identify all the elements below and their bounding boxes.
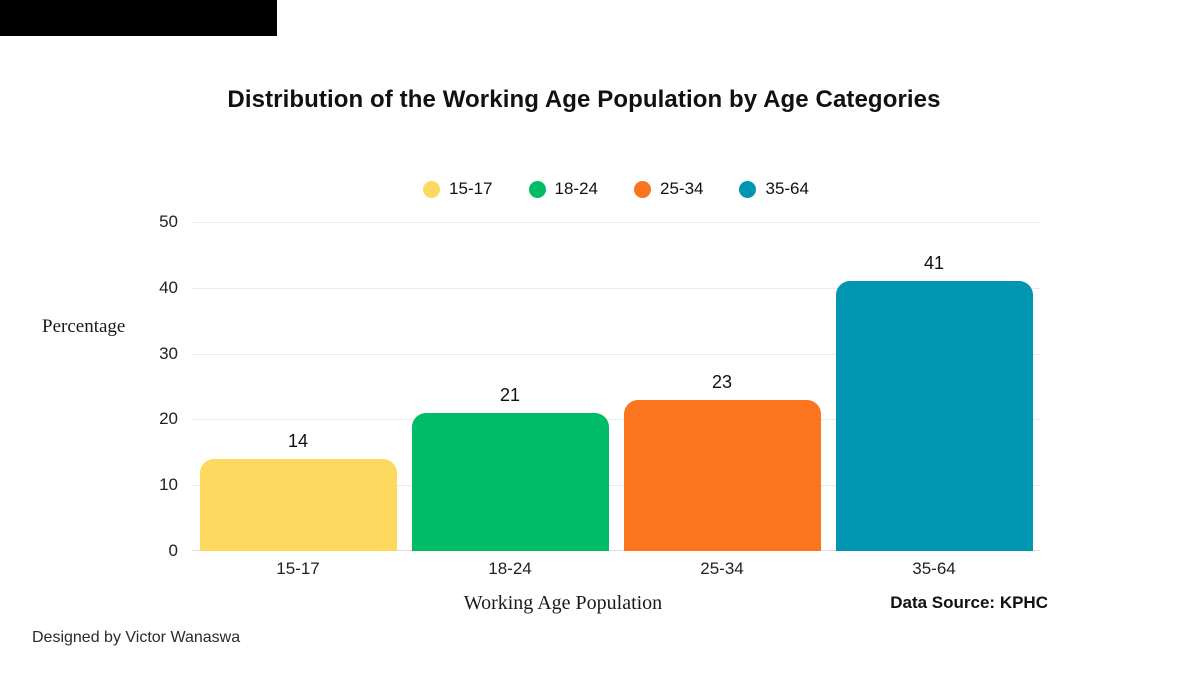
y-tick-label-20: 20 bbox=[159, 409, 178, 429]
y-tick-label-30: 30 bbox=[159, 343, 178, 363]
bar-18-24 bbox=[411, 412, 609, 551]
legend-item-25-34: 25-34 bbox=[634, 179, 703, 199]
data-source-note: Data Source: KPHC bbox=[890, 593, 1048, 612]
y-tick-label-40: 40 bbox=[159, 277, 178, 297]
gridline-40 bbox=[192, 287, 1040, 289]
gridline-0 bbox=[192, 550, 1040, 551]
x-tick-label-25-34: 25-34 bbox=[700, 559, 744, 578]
legend-swatch-icon bbox=[634, 180, 651, 198]
legend-label: 35-64 bbox=[765, 179, 809, 198]
designer-credit: Designed by Victor Wanaswa bbox=[32, 629, 241, 646]
bar-15-17 bbox=[199, 458, 397, 551]
bar-value-label-35-64: 41 bbox=[923, 253, 945, 274]
legend-label: 25-34 bbox=[660, 179, 704, 198]
bar-25-34 bbox=[623, 399, 821, 551]
legend-swatch-icon bbox=[739, 180, 757, 198]
gridline-20 bbox=[192, 419, 1040, 421]
redaction-bar bbox=[0, 0, 277, 36]
y-axis-title: Percentage bbox=[42, 316, 126, 337]
x-tick-label-15-17: 15-17 bbox=[276, 559, 320, 578]
legend-label: 15-17 bbox=[449, 179, 493, 198]
gridline-10 bbox=[192, 485, 1040, 487]
legend-label: 18-24 bbox=[554, 179, 598, 198]
legend-item-15-17: 15-17 bbox=[423, 179, 493, 199]
x-tick-label-35-64: 35-64 bbox=[912, 559, 956, 578]
y-tick-label-50: 50 bbox=[159, 212, 178, 231]
plot-area: 0 10 20 30 40 50 14 15-17 21 18-24 23 25-34 41 35-64 bbox=[159, 212, 1040, 578]
x-tick-label-18-24: 18-24 bbox=[488, 559, 532, 578]
gridline-50 bbox=[192, 222, 1040, 223]
x-axis-title: Working Age Population bbox=[463, 592, 663, 614]
legend-item-35-64: 35-64 bbox=[739, 179, 809, 199]
y-tick-label-10: 10 bbox=[159, 475, 178, 495]
legend-item-18-24: 18-24 bbox=[528, 179, 598, 199]
legend: 15-17 18-24 25-34 35-64 bbox=[192, 179, 1040, 199]
legend-swatch-icon bbox=[423, 180, 441, 198]
gridline-30 bbox=[192, 353, 1040, 355]
chart-title: Distribution of the Working Age Populati… bbox=[227, 86, 941, 113]
bar-value-label-15-17: 14 bbox=[287, 430, 309, 451]
legend-swatch-icon bbox=[528, 180, 546, 198]
bar-35-64 bbox=[835, 281, 1033, 551]
y-tick-label-0: 0 bbox=[168, 541, 178, 560]
bar-value-label-25-34: 23 bbox=[711, 371, 733, 392]
bar-value-label-18-24: 21 bbox=[499, 384, 521, 405]
